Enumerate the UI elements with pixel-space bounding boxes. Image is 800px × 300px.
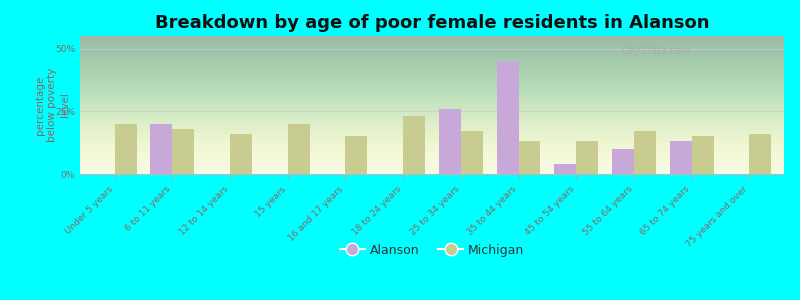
Bar bbox=[554, 164, 576, 174]
Bar bbox=[612, 149, 634, 174]
Title: Breakdown by age of poor female residents in Alanson: Breakdown by age of poor female resident… bbox=[154, 14, 710, 32]
Bar bbox=[576, 141, 598, 174]
Bar bbox=[150, 124, 172, 174]
Bar bbox=[634, 131, 656, 174]
Bar bbox=[439, 109, 461, 174]
Bar bbox=[346, 136, 367, 174]
Bar bbox=[172, 129, 194, 174]
Bar bbox=[750, 134, 771, 174]
Bar bbox=[518, 141, 541, 174]
Legend: Alanson, Michigan: Alanson, Michigan bbox=[334, 238, 530, 262]
Bar bbox=[288, 124, 310, 174]
Bar bbox=[230, 134, 252, 174]
Y-axis label: percentage
below poverty
level: percentage below poverty level bbox=[35, 68, 70, 142]
Text: City-Data.com: City-Data.com bbox=[622, 46, 692, 56]
Bar bbox=[497, 61, 518, 174]
Bar bbox=[461, 131, 482, 174]
Bar bbox=[403, 116, 425, 174]
Bar bbox=[670, 141, 692, 174]
Bar bbox=[114, 124, 137, 174]
Bar bbox=[692, 136, 714, 174]
